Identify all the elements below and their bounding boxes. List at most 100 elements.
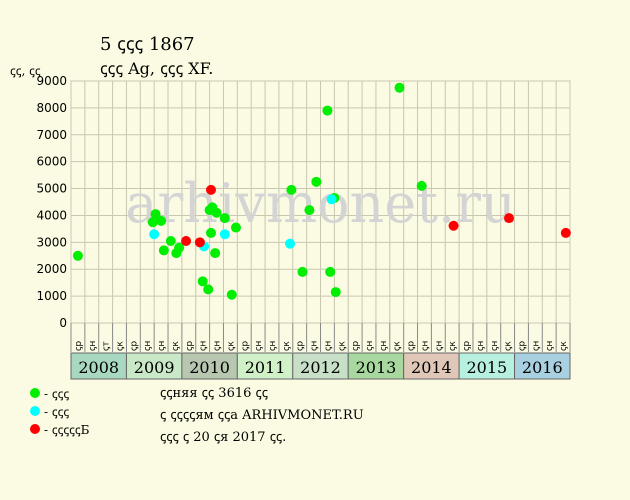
data-point: [504, 213, 515, 224]
quarter-label: ꞔр: [407, 341, 417, 351]
year-band: [514, 352, 571, 380]
quarter-label: ꞔн: [199, 341, 209, 351]
year-band: [70, 352, 127, 380]
y-tick-label: 2000: [36, 262, 67, 276]
quarter-label: ꞔр: [185, 341, 195, 351]
quarter-label: ꞔр: [462, 341, 472, 351]
y-tick-label: 4000: [36, 208, 67, 222]
data-point: [304, 205, 315, 216]
data-point: [150, 209, 161, 220]
data-point: [174, 242, 185, 253]
note-average-price: ꞔꞔняя ꞔꞔ 3616 ꞔꞔ: [160, 386, 268, 401]
data-point: [181, 235, 192, 246]
quarter-label: ꞔк: [226, 341, 236, 351]
cyan-dot-icon: [30, 406, 40, 416]
year-band: [347, 352, 405, 380]
quarter-label: ꞔн: [420, 341, 430, 351]
y-tick-label: 8000: [36, 101, 67, 115]
legend-item-green: - ꞔꞔꞔ: [30, 384, 90, 402]
data-point: [149, 229, 160, 240]
quarter-label: ꞔн: [323, 341, 333, 351]
data-point: [226, 289, 237, 300]
quarter-label: ꞔн: [545, 341, 555, 351]
year-label: 2011: [245, 358, 286, 377]
data-point: [203, 284, 214, 295]
y-tick-label: 1000: [36, 289, 67, 303]
data-point: [416, 180, 427, 191]
chart-title: 5 ꞔꞔꞔ 1867: [100, 34, 195, 55]
quarter-label: ꞔт: [102, 341, 112, 351]
data-point: [322, 105, 333, 116]
year-label: 2013: [356, 358, 397, 377]
chart-subtitle: ꞔꞔꞔ Ag, ꞔꞔꞔ XF.: [100, 59, 214, 78]
legend-label: - ꞔꞔꞔꞔꞔБ: [44, 422, 90, 437]
year-label: 2009: [134, 358, 175, 377]
quarter-label: ꞔн: [88, 341, 98, 351]
year-label: 2012: [300, 358, 341, 377]
data-point: [286, 184, 297, 195]
quarter-label: ꞔн: [434, 341, 444, 351]
data-point: [211, 207, 222, 218]
data-point: [330, 287, 341, 298]
data-point: [325, 266, 336, 277]
year-band: [125, 352, 183, 380]
legend-label: - ꞔꞔꞔ: [44, 404, 70, 419]
quarter-label: ꞔк: [393, 341, 403, 351]
quarter-label: ꞔн: [379, 341, 389, 351]
legend: - ꞔꞔꞔ - ꞔꞔꞔ - ꞔꞔꞔꞔꞔБ: [30, 384, 90, 438]
quarter-label: ꞔн: [254, 341, 264, 351]
data-point: [285, 238, 296, 249]
data-point: [205, 227, 216, 238]
notes: ꞔꞔняя ꞔꞔ 3616 ꞔꞔ ꞔ ꞔꞔꞔꞔям ꞔꞔа ARHIVMONET…: [160, 383, 364, 449]
quarter-label: ꞔн: [490, 341, 500, 351]
quarter-label: ꞔк: [116, 341, 126, 351]
data-point: [230, 222, 241, 233]
data-point: [297, 266, 308, 277]
y-tick-label: 9000: [36, 74, 67, 88]
quarter-label: ꞔн: [143, 341, 153, 351]
quarter-label: ꞔн: [310, 341, 320, 351]
quarter-label: ꞔк: [504, 341, 514, 351]
quarter-label: ꞔр: [351, 341, 361, 351]
data-point: [197, 276, 208, 287]
quarter-label: ꞔр: [517, 341, 527, 351]
data-point: [72, 250, 83, 261]
data-point: [326, 194, 337, 205]
quarter-label: ꞔк: [448, 341, 458, 351]
quarter-label: ꞔк: [171, 341, 181, 351]
year-label: 2010: [189, 358, 230, 377]
y-axis-unit: ꞔꞔ, ꞔꞔ: [10, 64, 41, 78]
year-band: [236, 352, 294, 380]
y-tick-label: 3000: [36, 235, 67, 249]
data-point: [147, 217, 158, 228]
data-point: [448, 220, 459, 231]
data-point: [311, 176, 322, 187]
data-point: [156, 215, 167, 226]
year-label: 2016: [522, 358, 563, 377]
year-label: 2015: [466, 358, 507, 377]
year-label: 2014: [411, 358, 452, 377]
green-dot-icon: [30, 388, 40, 398]
data-point: [158, 245, 169, 256]
quarter-label: ꞔн: [531, 341, 541, 351]
quarter-label: ꞔн: [268, 341, 278, 351]
data-point: [394, 82, 405, 93]
red-dot-icon: [30, 424, 40, 434]
quarter-label: ꞔк: [337, 341, 347, 351]
year-label: 2008: [78, 358, 119, 377]
quarter-label: ꞔн: [213, 341, 223, 351]
legend-label: - ꞔꞔꞔ: [44, 386, 70, 401]
data-point: [165, 235, 176, 246]
note-date: ꞔꞔꞔ ꞔ 20 ꞔя 2017 ꞔꞔ.: [160, 430, 287, 445]
y-tick-label: 7000: [36, 128, 67, 142]
y-tick-label: 5000: [36, 182, 67, 196]
note-source: ꞔ ꞔꞔꞔꞔям ꞔꞔа ARHIVMONET.RU: [160, 408, 364, 423]
legend-item-cyan: - ꞔꞔꞔ: [30, 402, 90, 420]
quarter-label: ꞔр: [240, 341, 250, 351]
quarter-label: ꞔр: [129, 341, 139, 351]
quarter-label: ꞔк: [559, 341, 569, 351]
year-band: [181, 352, 238, 380]
quarter-label: ꞔр: [74, 341, 84, 351]
quarter-label: ꞔр: [296, 341, 306, 351]
